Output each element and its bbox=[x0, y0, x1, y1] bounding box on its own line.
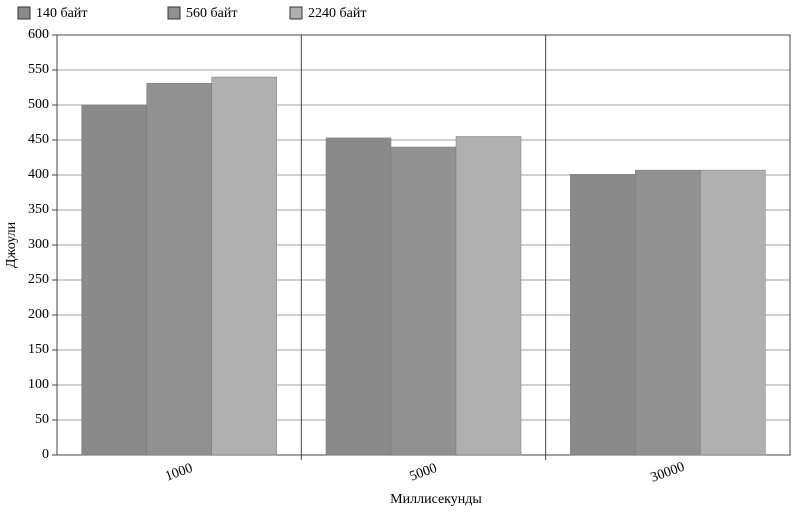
y-tick-label: 300 bbox=[28, 237, 49, 252]
bar bbox=[81, 104, 147, 456]
legend-swatch bbox=[167, 6, 181, 20]
y-tick-label: 600 bbox=[28, 27, 49, 42]
legend-swatch bbox=[17, 6, 31, 20]
bar bbox=[455, 136, 522, 456]
bar bbox=[570, 174, 636, 456]
legend-swatch bbox=[289, 6, 303, 20]
y-tick-label: 350 bbox=[28, 202, 49, 217]
legend-label: 2240 байт bbox=[308, 6, 366, 21]
x-tick-label: 30000 bbox=[649, 460, 687, 486]
y-tick-label: 400 bbox=[28, 167, 49, 182]
legend-label: 560 байт bbox=[186, 6, 237, 21]
y-tick-label: 0 bbox=[42, 447, 49, 462]
x-tick-label: 1000 bbox=[163, 461, 194, 485]
legend-label: 140 байт bbox=[36, 6, 87, 21]
y-tick-label: 100 bbox=[28, 377, 49, 392]
y-tick-label: 50 bbox=[35, 412, 49, 427]
y-tick-label: 150 bbox=[28, 342, 49, 357]
bar bbox=[390, 146, 457, 456]
x-axis-label: Миллисекунды bbox=[390, 492, 482, 507]
y-tick-label: 500 bbox=[28, 97, 49, 112]
bar bbox=[325, 137, 392, 456]
y-tick-label: 200 bbox=[28, 307, 49, 322]
x-tick-label: 5000 bbox=[408, 461, 439, 485]
bar bbox=[700, 169, 766, 456]
bar bbox=[635, 169, 701, 456]
y-tick-label: 250 bbox=[28, 272, 49, 287]
y-tick-label: 450 bbox=[28, 132, 49, 147]
bar bbox=[146, 83, 212, 456]
bar bbox=[211, 76, 277, 456]
y-tick-label: 550 bbox=[28, 62, 49, 77]
y-axis-label: Джоули bbox=[4, 221, 19, 268]
